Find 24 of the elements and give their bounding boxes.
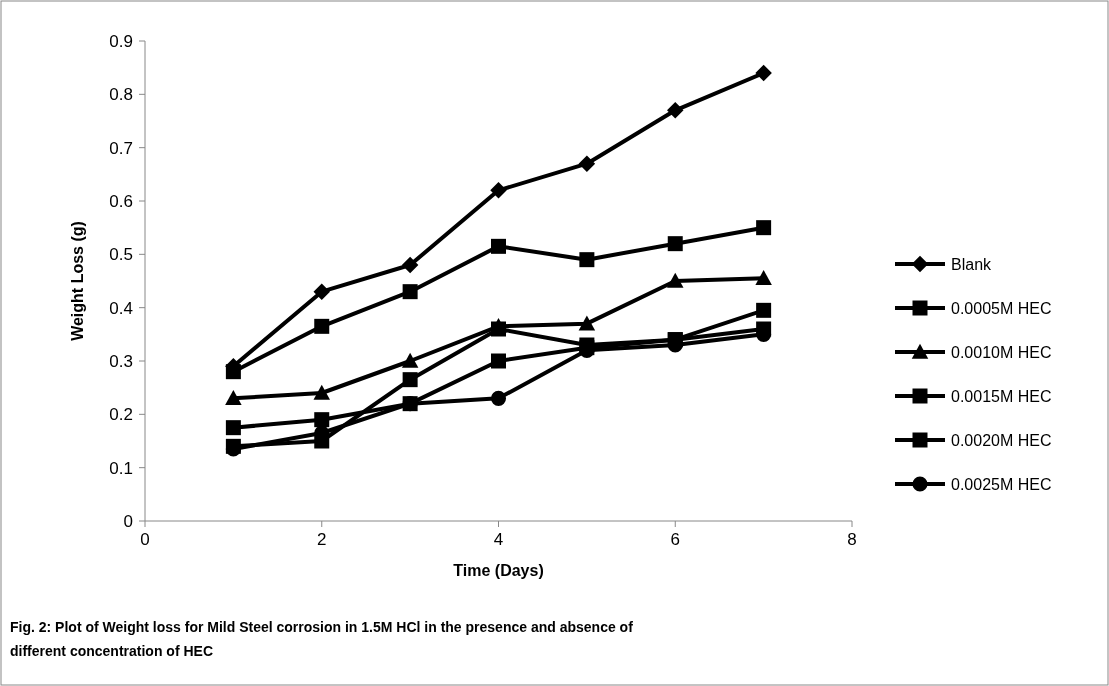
y-tick-label: 0.8 bbox=[109, 85, 133, 105]
x-axis-title: Time (Days) bbox=[453, 562, 544, 579]
y-tick-label: 0.7 bbox=[109, 138, 133, 158]
legend-label: 0.0015M HEC bbox=[951, 387, 1052, 405]
y-axis-title: Weight Loss (g) bbox=[69, 221, 86, 341]
y-tick-label: 0.5 bbox=[109, 245, 133, 265]
legend-label: 0.0005M HEC bbox=[951, 299, 1052, 317]
y-tick-label: 0.4 bbox=[109, 298, 133, 318]
y-tick-label: 0.9 bbox=[109, 31, 133, 51]
y-tick-label: 0.2 bbox=[109, 405, 133, 425]
x-tick-label: 0 bbox=[140, 530, 150, 549]
y-tick-label: 0 bbox=[123, 511, 133, 531]
legend-label: 0.0025M HEC bbox=[951, 475, 1052, 493]
x-tick-label: 6 bbox=[670, 530, 680, 549]
x-tick-label: 4 bbox=[493, 530, 504, 549]
y-tick-label: 0.1 bbox=[109, 458, 133, 478]
legend-label: 0.0020M HEC bbox=[951, 431, 1052, 449]
caption: Fig. 2: Plot of Weight loss for Mild Steel corrosion in 1.5M HCl in the presence and absence of different concentration of HEC bbox=[10, 619, 634, 659]
x-tick-label: 2 bbox=[317, 530, 327, 549]
legend-label: Blank bbox=[951, 255, 993, 273]
legend-label: 0.0010M HEC bbox=[951, 343, 1052, 361]
y-tick-label: 0.6 bbox=[109, 191, 133, 211]
y-tick-label: 0.3 bbox=[109, 351, 133, 371]
x-tick-label: 8 bbox=[847, 530, 857, 549]
